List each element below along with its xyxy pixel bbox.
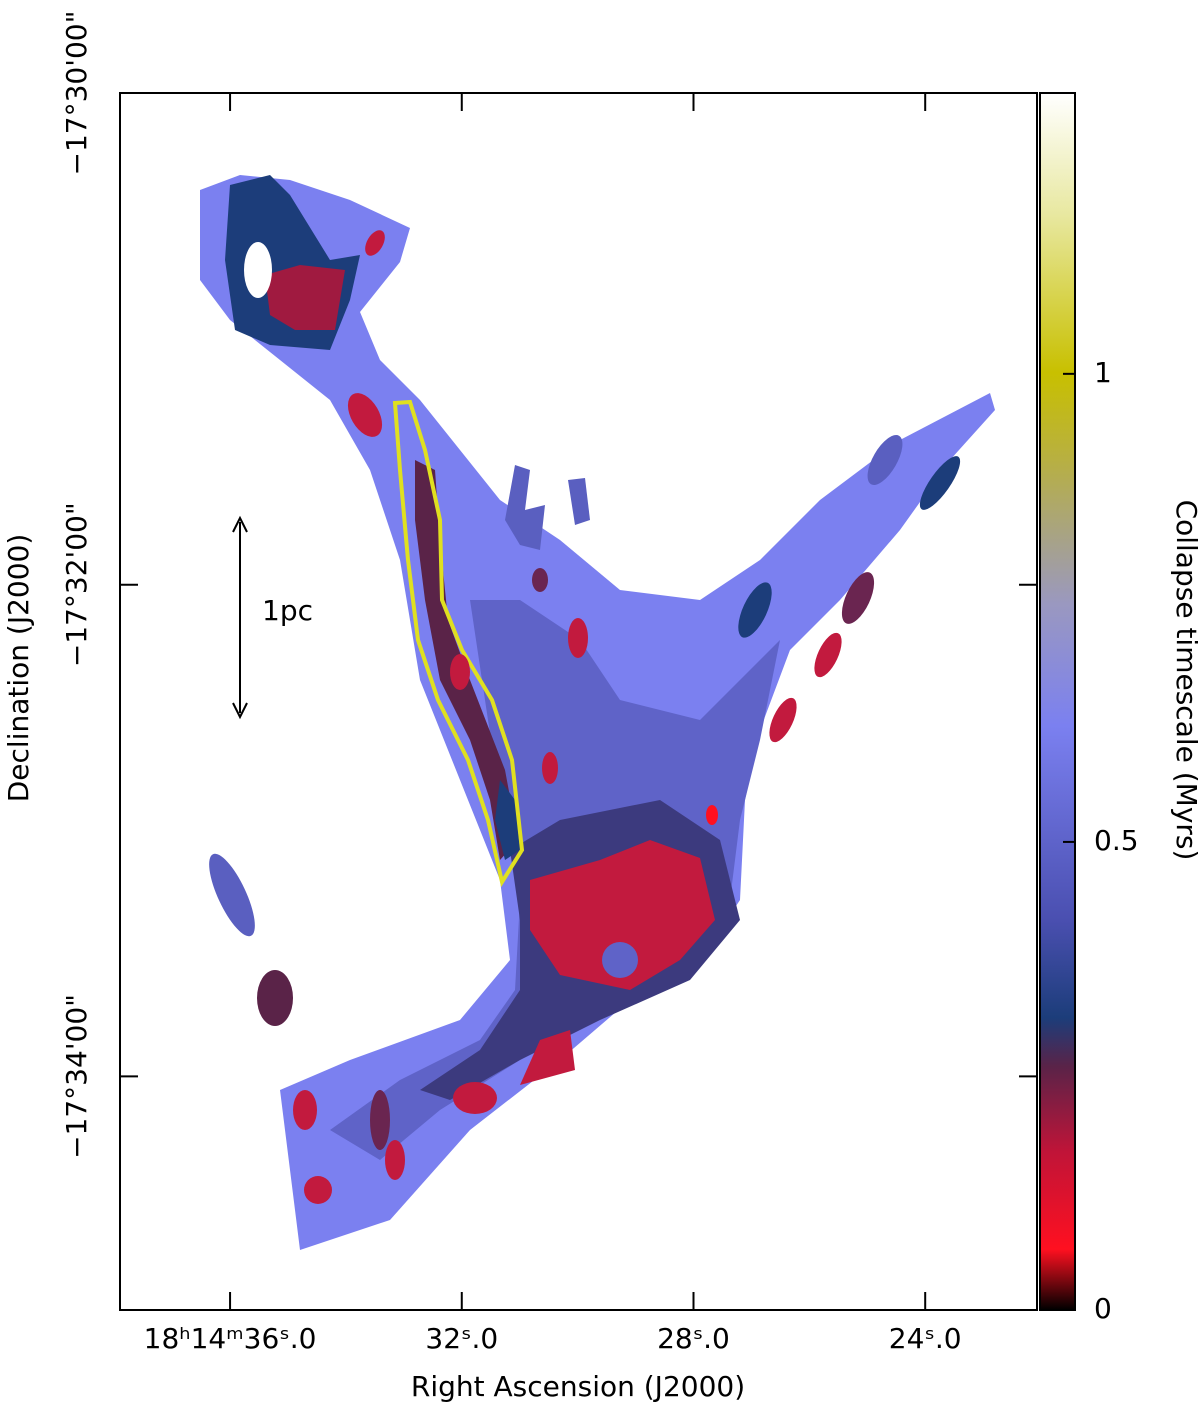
colorbar (1039, 92, 1076, 1311)
core (602, 942, 638, 978)
y-axis-label: Declination (J2000) (2, 534, 35, 803)
blob (568, 478, 590, 525)
core (304, 1176, 332, 1204)
blob (257, 970, 293, 1026)
core (841, 572, 875, 624)
core (450, 654, 470, 690)
x-tick-label: 18ʰ14ᵐ36ˢ.0 (144, 1322, 317, 1355)
blob (919, 456, 961, 510)
x-tick-label: 28ˢ.0 (657, 1322, 730, 1355)
core (769, 697, 797, 743)
blob (209, 853, 255, 937)
x-tick-label: 32ˢ.0 (425, 1322, 498, 1355)
colorbar-tick-label: 0 (1094, 1292, 1112, 1325)
core (347, 393, 383, 437)
core (293, 1090, 317, 1130)
core (370, 1090, 390, 1150)
x-tick-label: 24ˢ.0 (889, 1322, 962, 1355)
blob (867, 435, 903, 485)
core (706, 805, 718, 825)
x-axis-label: Right Ascension (J2000) (411, 1370, 745, 1403)
core (568, 618, 588, 658)
top-core (265, 265, 345, 330)
core (532, 568, 548, 592)
contour (392, 399, 525, 888)
core (385, 1140, 405, 1180)
y-tick-label: −17°30'00" (60, 11, 93, 176)
core (814, 632, 842, 678)
core (453, 1082, 497, 1114)
filament-core (495, 780, 520, 860)
hole (244, 242, 272, 298)
core (520, 1030, 575, 1085)
core (530, 840, 715, 990)
plot-frame (119, 92, 1038, 1311)
y-tick-label: −17°32'00" (60, 502, 93, 667)
y-tick-label: −17°34'00" (60, 994, 93, 1159)
scale-arrow (232, 515, 248, 533)
colorbar-label: Collapse timescale (Myrs) (1170, 500, 1200, 861)
blob (505, 465, 545, 550)
scale-label: 1pc (262, 594, 313, 627)
map (200, 175, 995, 1250)
core (365, 230, 385, 256)
colorbar-tick-label: 1 (1094, 356, 1112, 389)
blob (738, 582, 772, 638)
core (542, 752, 558, 784)
colorbar-tick-label: 0.5 (1094, 824, 1139, 857)
scale-arrow (232, 702, 248, 720)
